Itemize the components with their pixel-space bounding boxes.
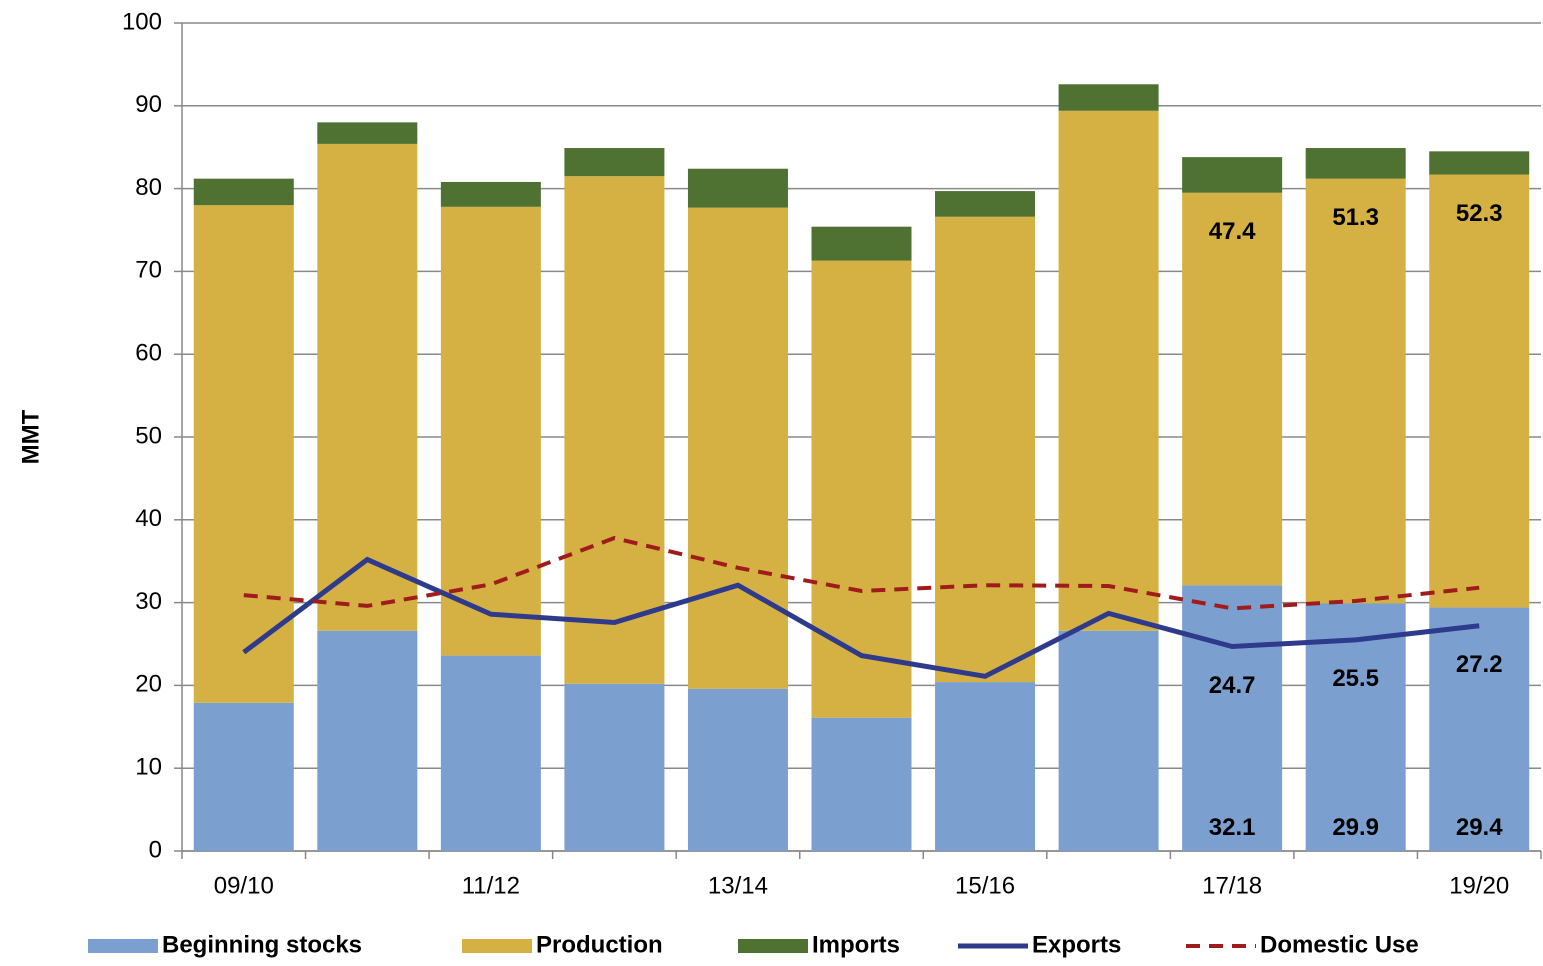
- y-tick-label: 100: [122, 8, 162, 35]
- y-tick-label: 0: [149, 836, 162, 863]
- bar-segment: [687, 207, 788, 689]
- bar-segment: [811, 717, 912, 851]
- bar-segment: [193, 205, 294, 703]
- legend-swatch: [462, 939, 532, 953]
- bar-segment: [687, 688, 788, 851]
- bar-segment: [1305, 148, 1406, 179]
- bar-segment: [1182, 157, 1283, 193]
- y-axis-label: MMT: [17, 409, 44, 464]
- bar-segment: [1182, 192, 1283, 586]
- bar-segment: [440, 655, 541, 851]
- bar-segment: [687, 168, 788, 208]
- data-label: 52.3: [1456, 200, 1503, 227]
- data-label: 29.9: [1332, 814, 1379, 841]
- legend-swatch: [738, 939, 808, 953]
- legend-swatch: [88, 939, 158, 953]
- y-tick-label: 80: [135, 174, 162, 201]
- bar-segment: [193, 178, 294, 206]
- data-label: 47.4: [1209, 218, 1256, 245]
- y-tick-label: 70: [135, 257, 162, 284]
- bar-segment: [935, 191, 1036, 217]
- y-tick-label: 20: [135, 671, 162, 698]
- y-tick-label: 30: [135, 588, 162, 615]
- x-tick-label: 15/16: [955, 872, 1015, 899]
- y-tick-label: 10: [135, 754, 162, 781]
- bar-segment: [1305, 603, 1406, 851]
- legend-label: Production: [536, 931, 663, 958]
- x-tick-label: 13/14: [708, 872, 768, 899]
- line-series: [242, 556, 1480, 679]
- line-series: [243, 535, 1480, 611]
- legend-label: Exports: [1032, 931, 1121, 958]
- bar-segment: [1058, 110, 1159, 631]
- bar-segment: [317, 630, 418, 851]
- data-label: 25.5: [1332, 665, 1379, 692]
- bar-segment: [564, 683, 665, 851]
- bar-segment: [440, 181, 541, 207]
- bar-segment: [440, 206, 541, 656]
- y-tick-label: 60: [135, 340, 162, 367]
- x-tick-label: 09/10: [214, 872, 274, 899]
- y-tick-label: 50: [135, 422, 162, 449]
- y-tick-label: 40: [135, 505, 162, 532]
- data-label: 29.4: [1456, 814, 1503, 841]
- data-label: 32.1: [1209, 814, 1256, 841]
- bar-segment: [1429, 151, 1530, 175]
- bar-segment: [564, 148, 665, 177]
- data-label: 24.7: [1209, 672, 1256, 699]
- legend-label: Domestic Use: [1260, 931, 1419, 958]
- legend-label: Beginning stocks: [162, 931, 362, 958]
- x-tick-label: 11/12: [462, 872, 520, 899]
- bar-segment: [193, 702, 294, 851]
- bar-segment: [1058, 630, 1159, 851]
- bar-segment: [564, 176, 665, 684]
- data-label: 27.2: [1456, 651, 1503, 678]
- bar-segment: [1305, 178, 1406, 604]
- bar-segment: [935, 216, 1036, 683]
- bar-segment: [1429, 607, 1530, 851]
- bar-segment: [1058, 84, 1159, 111]
- bar-segment: [1429, 174, 1530, 608]
- x-tick-label: 17/18: [1202, 872, 1262, 899]
- bar-segment: [935, 682, 1036, 851]
- bar-segment: [1182, 585, 1283, 851]
- x-tick-label: 19/20: [1449, 872, 1509, 899]
- bar-segment: [811, 260, 912, 718]
- bar-segment: [317, 143, 418, 631]
- bar-segment: [317, 122, 418, 144]
- y-tick-label: 90: [135, 91, 162, 118]
- legend-label: Imports: [812, 931, 900, 958]
- bar-segment: [811, 226, 912, 261]
- data-label: 51.3: [1332, 204, 1379, 231]
